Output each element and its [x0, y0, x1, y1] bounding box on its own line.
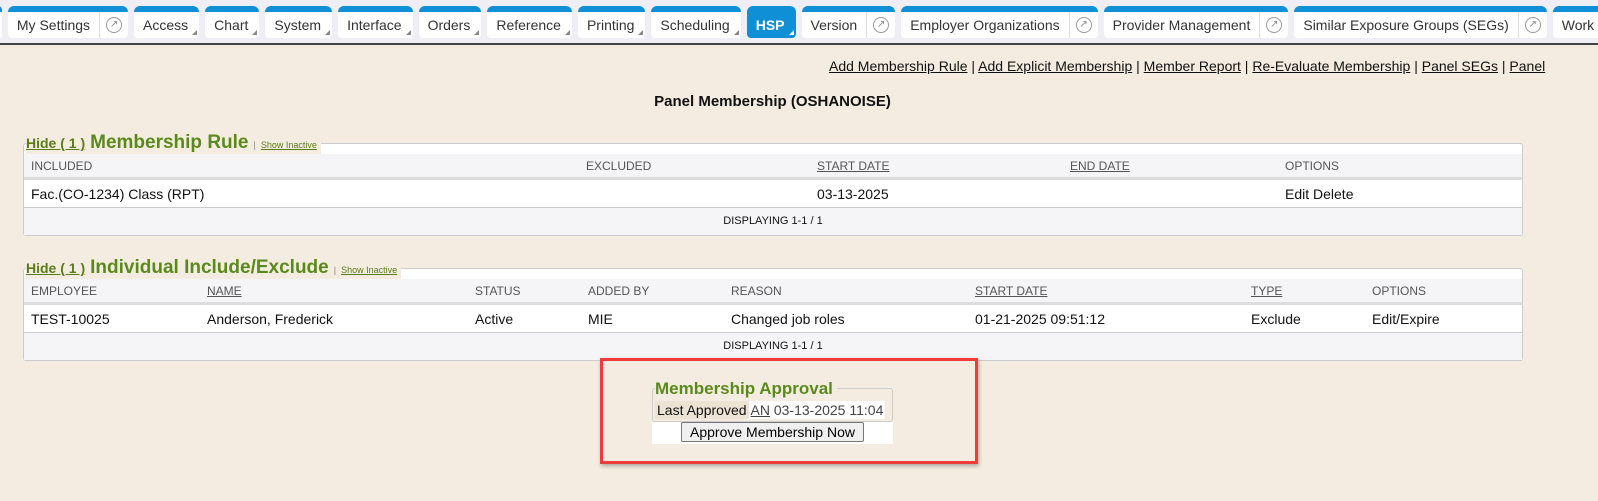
tab-label: Version: [810, 17, 858, 33]
approval-date: 03-13-2025 11:04: [773, 402, 884, 418]
individual-panel: Hide ( 1 ) Individual Include/Exclude | S…: [23, 257, 1523, 361]
table-footer: DISPLAYING 1-1 / 1: [24, 208, 1522, 235]
col-end-date[interactable]: END DATE: [1070, 158, 1130, 173]
hide-rule-link[interactable]: Hide ( 1 ): [26, 135, 86, 151]
approver-link[interactable]: AN: [750, 402, 770, 418]
cell-added-by: MIE: [588, 310, 613, 327]
col-status: STATUS: [475, 283, 521, 298]
tab-interface[interactable]: Interface: [338, 6, 413, 38]
col-employee: EMPLOYEE: [31, 283, 98, 298]
tab-my-settings[interactable]: My Settings ↗: [7, 6, 129, 38]
tab-printing[interactable]: Printing: [577, 6, 646, 38]
tab-system[interactable]: System: [265, 6, 333, 38]
col-type[interactable]: TYPE: [1251, 283, 1283, 298]
external-link-icon[interactable]: ↗: [1259, 12, 1288, 38]
external-link-icon[interactable]: ↗: [1068, 12, 1098, 38]
external-link-icon[interactable]: ↗: [866, 12, 895, 38]
cell-type: Exclude: [1251, 310, 1301, 327]
tab-reference[interactable]: Reference: [487, 6, 572, 38]
last-approved-label: Last Approved: [655, 401, 749, 419]
individual-heading: Individual Include/Exclude: [90, 257, 329, 278]
col-excluded: EXCLUDED: [586, 158, 652, 173]
panel-link[interactable]: Panel: [1509, 58, 1546, 74]
top-nav: My Settings ↗ Access Chart System Interface Or…: [0, 0, 1598, 45]
tab-label: Employer Organizations: [910, 17, 1060, 33]
col-name[interactable]: NAME: [207, 283, 242, 298]
tab-similar-exposure-groups-segs[interactable]: Similar Exposure Groups (SEGs) ↗: [1294, 6, 1547, 38]
col-added-by: ADDED BY: [588, 283, 650, 298]
show-inactive-link[interactable]: Show Inactive: [341, 265, 398, 275]
col-included: INCLUDED: [31, 158, 93, 173]
tab-label: Printing: [586, 17, 635, 33]
cell-status: Active: [475, 310, 514, 327]
tab-access[interactable]: Access: [134, 6, 200, 38]
table-footer: DISPLAYING 1-1 / 1: [24, 333, 1522, 360]
col-options: OPTIONS: [1285, 158, 1340, 173]
membership-rule-heading: Membership Rule: [90, 132, 249, 153]
table-row: TEST-10025 Anderson, Frederick Active MI…: [24, 305, 1522, 333]
edit-expire-option[interactable]: Edit/Expire: [1372, 310, 1440, 327]
highlight-box: [600, 358, 978, 464]
tab-provider-management[interactable]: Provider Management ↗: [1103, 6, 1289, 38]
action-links: Add Membership Rule | Add Explicit Membe…: [829, 58, 1546, 74]
member-report-link[interactable]: Member Report: [1143, 58, 1241, 74]
membership-approval: Membership Approval Last Approved AN 03-…: [652, 379, 893, 444]
approval-heading: Membership Approval: [655, 379, 837, 399]
cell-included: Fac.(CO-1234) Class (RPT): [31, 185, 205, 202]
show-inactive-link[interactable]: Show Inactive: [260, 140, 317, 150]
tab-label: Work Locations: [1561, 17, 1598, 33]
tab-version[interactable]: Version ↗: [801, 6, 896, 38]
edit-delete-options[interactable]: Edit Delete: [1285, 185, 1354, 202]
table-row: Fac.(CO-1234) Class (RPT) 03-13-2025 Edi…: [24, 180, 1522, 208]
tab-scheduling[interactable]: Scheduling: [651, 6, 741, 38]
tab-label: Similar Exposure Groups (SEGs): [1303, 17, 1509, 33]
hide-individual-link[interactable]: Hide ( 1 ): [26, 260, 86, 276]
cell-start-date: 01-21-2025 09:51:12: [975, 310, 1105, 327]
approve-membership-button[interactable]: Approve Membership Now: [681, 422, 864, 442]
col-options: OPTIONS: [1372, 283, 1427, 298]
tab-label: HSP: [755, 17, 785, 33]
cell-employee: TEST-10025: [31, 310, 110, 327]
tab-label: Interface: [347, 17, 402, 33]
table-header: EMPLOYEE NAME STATUS ADDED BY REASON STA…: [24, 279, 1522, 305]
add-explicit-membership-link[interactable]: Add Explicit Membership: [978, 58, 1133, 74]
tab-partial[interactable]: [0, 6, 2, 38]
col-reason: REASON: [731, 283, 782, 298]
tab-label: Orders: [427, 17, 471, 33]
col-start-date[interactable]: START DATE: [975, 283, 1048, 298]
cell-reason: Changed job roles: [731, 310, 845, 327]
tab-hsp[interactable]: HSP: [746, 6, 796, 38]
tab-chart[interactable]: Chart: [205, 6, 260, 38]
external-link-icon[interactable]: ↗: [99, 12, 128, 38]
external-link-icon[interactable]: ↗: [1517, 12, 1547, 38]
tab-bar: My Settings ↗ Access Chart System Interface Or…: [0, 6, 1598, 38]
tab-employer-organizations[interactable]: Employer Organizations ↗: [901, 6, 1098, 38]
table-header: INCLUDED EXCLUDED START DATE END DATE OP…: [24, 154, 1522, 180]
tab-label: System: [274, 17, 322, 33]
tab-label: Scheduling: [660, 17, 730, 33]
page-title: Panel Membership (OSHANOISE): [654, 93, 891, 110]
tab-label: Chart: [214, 17, 249, 33]
tab-label: My Settings: [16, 17, 91, 33]
add-membership-rule-link[interactable]: Add Membership Rule: [829, 58, 968, 74]
cell-name: Anderson, Frederick: [207, 310, 334, 327]
tab-label: Access: [143, 17, 189, 33]
tab-label: Provider Management: [1112, 17, 1251, 33]
re-evaluate-membership-link[interactable]: Re-Evaluate Membership: [1252, 58, 1411, 74]
tab-label: Reference: [496, 17, 561, 33]
cell-start-date: 03-13-2025: [817, 185, 889, 202]
tab-orders[interactable]: Orders: [418, 6, 482, 38]
col-start-date[interactable]: START DATE: [817, 158, 890, 173]
panel-segs-link[interactable]: Panel SEGs: [1421, 58, 1498, 74]
tab-work-locations[interactable]: Work Locations↗: [1552, 6, 1598, 38]
external-link-icon: [0, 12, 2, 38]
membership-rule-panel: Hide ( 1 ) Membership Rule | Show Inactiv…: [23, 132, 1523, 236]
